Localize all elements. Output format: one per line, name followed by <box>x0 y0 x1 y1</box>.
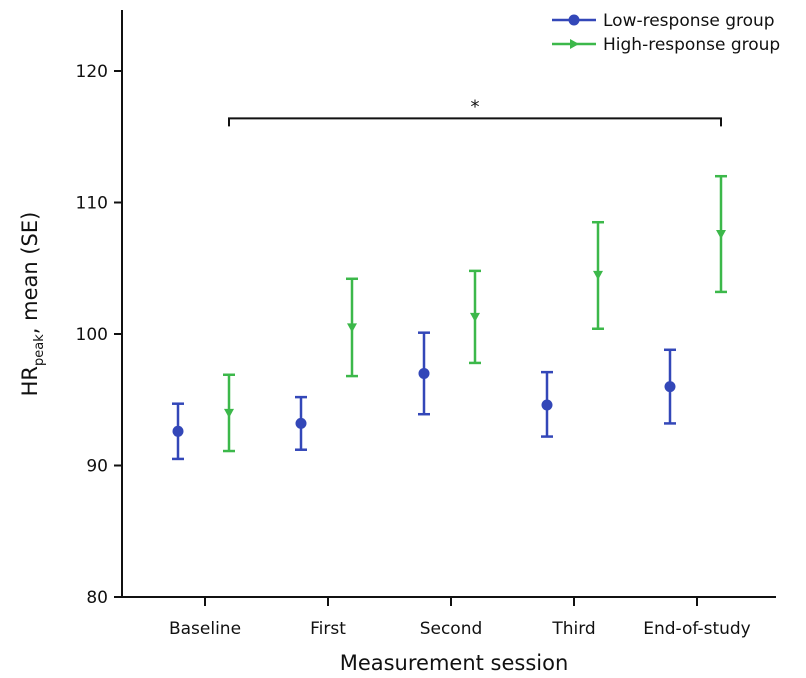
x-tick-label: Third <box>551 619 595 639</box>
significance-marker: * <box>471 96 480 117</box>
data-point <box>716 230 726 240</box>
axes <box>121 10 776 598</box>
y-axis-title-rest: , mean (SE) <box>18 212 42 335</box>
x-tick-label: First <box>310 619 346 639</box>
legend-marker <box>570 39 579 49</box>
legend-marker <box>568 14 580 26</box>
y-tick-label: 110 <box>76 194 108 214</box>
x-tick-label: End-of-study <box>643 619 751 639</box>
data-point <box>418 367 430 379</box>
x-tick-label: Baseline <box>169 619 241 639</box>
data-point <box>224 408 234 418</box>
y-axis-title-main: HR <box>18 366 42 396</box>
y-tick-label: 90 <box>86 457 108 477</box>
legend-label: Low-response group <box>603 11 775 31</box>
y-ticks: 80 90 100 110 120 <box>76 62 122 608</box>
data-point <box>664 381 676 393</box>
data-point <box>593 270 603 280</box>
data-point <box>347 323 357 333</box>
data-point <box>295 417 307 429</box>
y-tick-label: 100 <box>76 325 108 345</box>
series-high-response <box>223 174 727 453</box>
data-point <box>541 399 553 411</box>
y-axis-title: HRpeak, mean (SE) <box>18 212 47 397</box>
legend-label: High-response group <box>603 35 780 55</box>
legend: Low-response group High-response group <box>552 11 780 55</box>
x-ticks: Baseline First Second Third End-of-study <box>169 597 751 639</box>
x-tick-label: Second <box>420 619 483 639</box>
data-point <box>470 312 480 322</box>
data-point <box>172 425 184 437</box>
y-tick-label: 80 <box>86 588 108 608</box>
y-axis-title-sub: peak <box>32 334 47 366</box>
series-layer <box>172 174 727 461</box>
significance-bracket <box>228 117 722 127</box>
series-low-response <box>172 331 676 461</box>
y-tick-label: 120 <box>76 62 108 82</box>
annotations: * <box>228 96 722 127</box>
x-axis-title: Measurement session <box>340 651 569 675</box>
